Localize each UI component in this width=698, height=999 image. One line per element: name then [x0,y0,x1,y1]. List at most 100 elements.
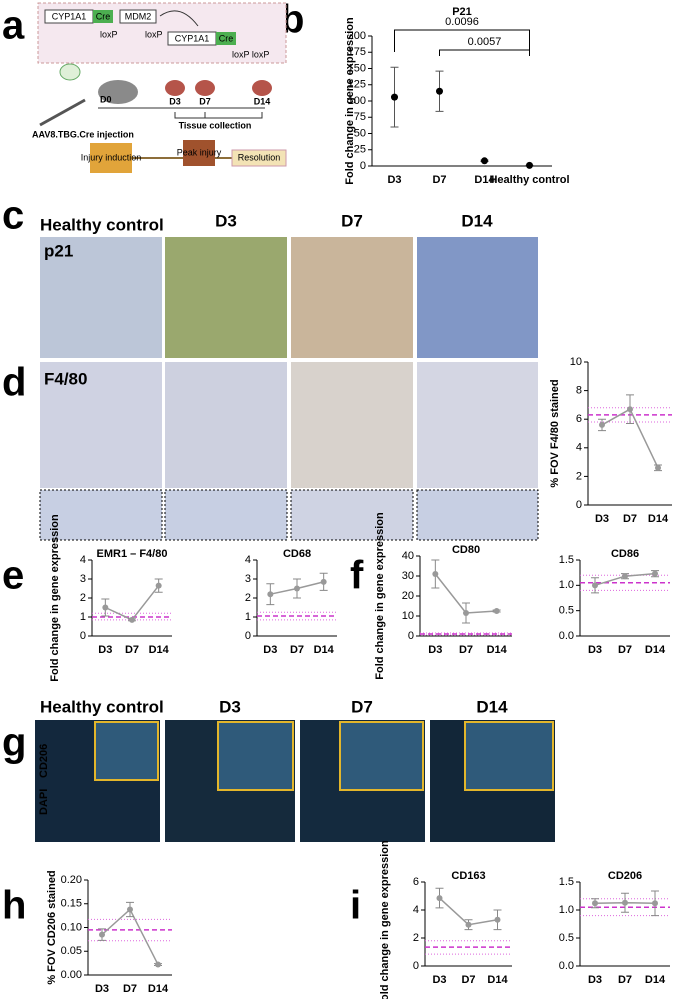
x-tick-label: D7 [618,974,632,986]
inset [464,721,554,791]
y-tick-label: 4 [80,554,86,566]
column-label: Healthy control [40,215,164,234]
inset [94,721,159,781]
x-tick-label: D3 [428,644,442,656]
chart-title: CD163 [451,870,485,882]
point [493,608,500,614]
y-tick-label: 200 [348,30,366,42]
point [127,906,133,913]
column-label: D3 [215,211,237,230]
micrographs-g: Healthy control D3 D7 D14 DAPI CD206 [35,697,555,842]
y-axis-label: Fold change in gene expression [374,512,386,680]
chart-title: CD68 [283,548,311,560]
point [129,616,135,623]
x-tick-label: D7 [123,983,137,995]
point [526,161,533,169]
point [432,571,439,577]
gene: CYP1A1 [52,11,87,21]
inset [217,721,294,791]
column-label: D3 [219,697,241,716]
chart-title: CD80 [452,544,480,556]
y-tick-label: 2 [576,470,582,482]
image [417,362,538,488]
y-tick-label: 0 [576,499,582,511]
phase: Resolution [238,152,281,162]
y-tick-label: 0.15 [61,898,82,910]
x-tick-label: D14 [648,513,669,525]
liver [165,80,185,96]
x-tick-label: D14 [645,974,666,986]
y-axis-label: % FOV CD206 stained [46,870,58,984]
image [417,237,538,358]
y-tick-label: 100 [348,95,366,107]
x-tick-label: D3 [263,644,277,656]
panel-label: c [2,194,24,238]
x-tick-label: D7 [290,644,304,656]
chart-title: EMR1 – F4/80 [97,548,168,560]
image [40,362,162,488]
y-tick-label: 0.05 [61,945,82,957]
y-tick-label: 50 [354,127,366,139]
panel-label: a [2,4,25,48]
mouse [98,80,138,104]
x-tick-label: D14 [487,644,508,656]
point [391,93,398,101]
y-tick-label: 20 [402,590,414,602]
y-tick-label: 10 [570,356,582,368]
cre: Cre [219,33,234,43]
point [267,591,274,598]
y-tick-label: 175 [348,46,366,58]
image [291,237,413,358]
collection-label: Tissue collection [179,120,252,130]
x-tick-label: Healthy control [489,174,569,186]
x-tick-label: D14 [474,174,495,186]
y-tick-label: 2 [413,932,419,944]
panel-label: d [2,361,26,405]
column-label: D14 [476,697,508,716]
point [627,406,633,413]
liver [195,80,215,96]
cre-box [216,32,236,45]
phase: Injury induction [81,152,142,162]
day: D3 [169,96,181,106]
y-tick-label: 1.0 [559,579,574,591]
panel-label: e [2,554,24,598]
point [465,921,472,928]
y-tick-label: 25 [354,144,366,156]
day: D7 [199,96,211,106]
significance-bracket [394,29,530,52]
chart-title: CD206 [608,870,642,882]
inset [39,489,163,541]
point [494,916,501,923]
point [320,578,327,585]
y-tick-label: 40 [402,550,414,562]
point [599,421,605,428]
micrographs-d: F4/80 [39,362,539,541]
y-tick-label: 4 [413,904,419,916]
y-tick-label: 4 [576,442,582,454]
x-tick-label: D7 [125,644,139,656]
point [652,570,658,577]
y-tick-label: 0.10 [61,921,82,933]
inset [339,721,424,791]
y-tick-label: 1 [80,611,86,623]
y-axis-label: % FOV F4/80 stained [549,379,561,487]
significance-bracket [439,49,530,56]
panel-label: h [2,884,26,928]
day: D14 [254,96,271,106]
phase-box [183,140,215,166]
point [622,899,628,906]
y-axis-label: Fold change in gene expression [379,840,391,999]
y-tick-label: 2 [80,592,86,604]
x-tick-label: D7 [432,174,446,186]
point [294,585,300,592]
gene: MDM2 [125,11,152,21]
liver [252,80,272,96]
x-tick-label: D3 [387,174,401,186]
p-value: 0.0057 [468,36,502,48]
column-label: D7 [341,211,363,230]
y-tick-label: 6 [413,876,419,888]
point [99,931,105,938]
y-tick-label: 1 [245,611,251,623]
